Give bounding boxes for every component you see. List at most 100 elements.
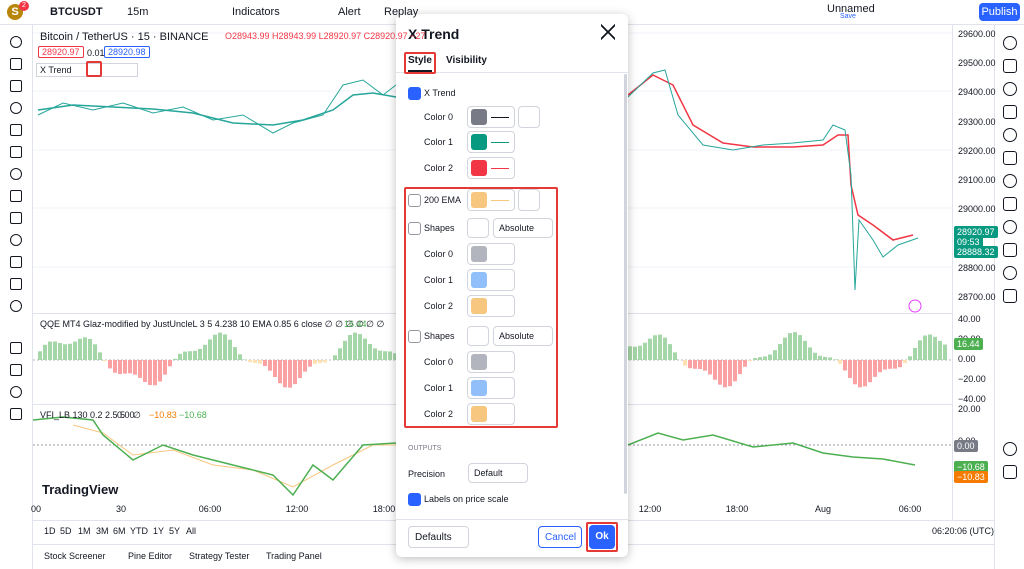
price-tick: 29300.00 — [958, 116, 996, 127]
histogram-bar — [393, 353, 397, 360]
range-button[interactable]: 3M — [96, 526, 109, 536]
mode-select[interactable]: Absolute — [493, 326, 553, 346]
cancel-button[interactable]: Cancel — [538, 526, 582, 548]
checkbox[interactable] — [408, 222, 421, 235]
side-icon[interactable] — [1003, 465, 1017, 479]
range-button[interactable]: 5D — [60, 526, 72, 536]
tool-icon[interactable] — [10, 300, 22, 312]
checkbox[interactable] — [408, 493, 421, 506]
histogram-bar — [78, 338, 82, 360]
price-tick: 29400.00 — [958, 87, 996, 98]
bottom-tab[interactable]: Pine Editor — [128, 551, 173, 561]
publish-button[interactable]: Publish — [979, 3, 1020, 21]
tool-icon[interactable] — [10, 36, 22, 48]
histogram-bar — [228, 339, 232, 360]
shape-select[interactable] — [467, 326, 489, 346]
side-icon[interactable] — [1003, 105, 1017, 119]
interval[interactable]: 15m — [127, 6, 149, 18]
range-button[interactable]: 1M — [78, 526, 91, 536]
time-tick: 06:00 — [898, 504, 922, 514]
tool-icon[interactable] — [10, 146, 22, 158]
tool-icon[interactable] — [10, 278, 22, 290]
close-button[interactable] — [601, 24, 615, 40]
checkbox[interactable] — [408, 194, 421, 207]
histogram-bar — [838, 360, 842, 364]
range-button[interactable]: 1D — [44, 526, 56, 536]
tool-icon[interactable] — [10, 408, 22, 420]
tool-icon[interactable] — [10, 80, 22, 92]
tab[interactable]: Style — [408, 55, 432, 66]
range-button[interactable]: All — [186, 526, 197, 536]
indicators-button[interactable]: Indicators — [232, 6, 280, 18]
precision-select[interactable]: Default — [468, 463, 528, 483]
side-icon[interactable] — [1003, 442, 1017, 456]
range-button[interactable]: 5Y — [169, 526, 181, 536]
side-icon[interactable] — [1003, 82, 1017, 96]
histogram-bar — [798, 335, 802, 360]
histogram-bar — [48, 341, 52, 360]
alert-button[interactable]: Alert — [338, 6, 361, 18]
histogram-bar — [373, 348, 377, 360]
time-tick: 06:00 — [198, 504, 222, 514]
histogram-bar — [43, 344, 47, 360]
histogram-bar — [298, 360, 302, 379]
tool-icon[interactable] — [10, 212, 22, 224]
time-tick: 18:00 — [372, 504, 396, 514]
side-icon[interactable] — [1003, 243, 1017, 257]
option-label: Color 1 — [424, 275, 454, 285]
tool-icon[interactable] — [10, 342, 22, 354]
histogram-bar — [178, 353, 182, 360]
line-type[interactable] — [518, 106, 540, 128]
bottom-tab[interactable]: Stock Screener — [44, 551, 106, 561]
bottom-tab[interactable]: Trading Panel — [266, 551, 322, 561]
tool-icon[interactable] — [10, 256, 22, 268]
tool-icon[interactable] — [10, 102, 22, 114]
side-icon[interactable] — [1003, 59, 1017, 73]
symbol-search[interactable]: BTCUSDT — [50, 6, 103, 18]
line-type[interactable] — [518, 189, 540, 211]
layout-name[interactable]: Unnamed — [827, 3, 875, 15]
range-button[interactable]: 6M — [113, 526, 126, 536]
tool-icon[interactable] — [10, 234, 22, 246]
color — [471, 134, 487, 150]
tool-icon[interactable] — [10, 386, 22, 398]
histogram-bar — [158, 360, 162, 382]
tab[interactable]: Visibility — [446, 55, 487, 66]
histogram-bar — [248, 360, 252, 363]
side-icon[interactable] — [1003, 174, 1017, 188]
mode-select[interactable]: Absolute — [493, 218, 553, 238]
histogram-bar — [313, 360, 317, 364]
checkbox[interactable] — [408, 87, 421, 100]
tool-icon[interactable] — [10, 58, 22, 70]
side-icon[interactable] — [1003, 266, 1017, 280]
side-icon[interactable] — [1003, 197, 1017, 211]
histogram-bar — [828, 357, 832, 360]
tool-icon[interactable] — [10, 124, 22, 136]
side-icon[interactable] — [1003, 36, 1017, 50]
replay-button[interactable]: Replay — [384, 6, 419, 18]
ok-button[interactable]: Ok — [589, 525, 615, 549]
side-icon[interactable] — [1003, 289, 1017, 303]
defaults-button[interactable]: Defaults — [408, 526, 469, 548]
tool-icon[interactable] — [10, 364, 22, 376]
bottom-tab[interactable]: Strategy Tester — [189, 551, 250, 561]
color — [471, 272, 487, 288]
side-icon[interactable] — [1003, 220, 1017, 234]
histogram-bar — [868, 360, 872, 383]
range-button[interactable]: YTD — [130, 526, 148, 536]
histogram-bar — [58, 343, 62, 360]
side-icon[interactable] — [1003, 128, 1017, 142]
tool-icon[interactable] — [10, 168, 22, 180]
bid[interactable]: 28920.97 — [38, 46, 84, 58]
histogram-bar — [853, 360, 857, 385]
tool-icon[interactable] — [10, 190, 22, 202]
histogram-bar — [753, 358, 757, 360]
checkbox[interactable] — [408, 330, 421, 343]
side-icon[interactable] — [1003, 151, 1017, 165]
histogram-bar — [143, 360, 147, 382]
histogram-bar — [693, 360, 697, 369]
range-button[interactable]: 1Y — [153, 526, 165, 536]
ask[interactable]: 28920.98 — [104, 46, 150, 58]
shape-select[interactable] — [467, 218, 489, 238]
histogram-bar — [123, 360, 127, 374]
